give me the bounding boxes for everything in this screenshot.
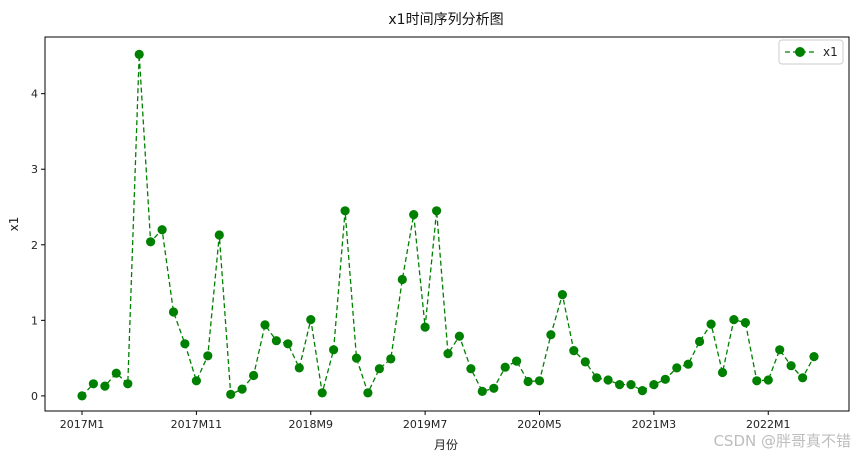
x-tick-label: 2018M9 bbox=[289, 418, 333, 431]
data-point bbox=[168, 307, 179, 317]
data-point bbox=[511, 356, 522, 366]
legend-marker-swatch bbox=[795, 47, 805, 57]
data-point bbox=[615, 380, 625, 390]
data-point bbox=[271, 336, 281, 346]
chart-title: x1时间序列分析图 bbox=[388, 12, 503, 28]
data-point bbox=[340, 206, 350, 216]
data-point bbox=[157, 225, 167, 235]
x-tick-label: 2019M7 bbox=[403, 418, 447, 431]
data-point bbox=[100, 381, 110, 391]
x-tick-label: 2020M5 bbox=[517, 418, 561, 431]
data-point bbox=[534, 376, 545, 386]
data-point bbox=[249, 370, 259, 381]
data-point bbox=[660, 374, 670, 384]
data-point bbox=[500, 362, 510, 372]
data-point bbox=[580, 357, 590, 367]
watermark: CSDN @胖哥真不错 bbox=[713, 432, 851, 450]
data-point bbox=[180, 339, 190, 349]
data-point bbox=[557, 290, 568, 300]
data-point bbox=[695, 336, 705, 347]
data-point bbox=[477, 386, 487, 396]
data-point bbox=[466, 364, 476, 374]
data-point bbox=[374, 364, 384, 374]
data-point bbox=[111, 368, 121, 378]
data-point bbox=[489, 383, 499, 393]
data-point bbox=[626, 380, 636, 390]
y-tick-label: 4 bbox=[31, 88, 38, 101]
data-point bbox=[592, 373, 602, 383]
data-point bbox=[717, 367, 728, 378]
legend-label-x1: x1 bbox=[823, 45, 838, 59]
data-point bbox=[569, 346, 579, 356]
data-point bbox=[546, 330, 556, 340]
data-point bbox=[763, 375, 773, 385]
data-point bbox=[77, 391, 87, 401]
series-points-x1 bbox=[77, 49, 819, 401]
data-point bbox=[432, 206, 442, 216]
data-point bbox=[752, 376, 762, 386]
data-point bbox=[637, 386, 648, 396]
data-point bbox=[363, 388, 373, 398]
x-axis-title: 月份 bbox=[434, 438, 458, 452]
y-tick-label: 0 bbox=[31, 390, 38, 403]
data-point bbox=[397, 274, 407, 285]
data-point bbox=[409, 210, 419, 220]
x-tick-label: 2022M1 bbox=[746, 418, 790, 431]
data-point bbox=[798, 373, 808, 383]
data-point bbox=[191, 376, 201, 386]
data-point bbox=[786, 361, 796, 371]
data-point bbox=[740, 318, 751, 328]
x-axis: 2017M1 2017M11 2018M9 2019M7 2020M5 2021M3 202… bbox=[60, 411, 790, 431]
x-tick-label: 2017M1 bbox=[60, 418, 104, 431]
data-point bbox=[306, 315, 316, 325]
y-tick-label: 2 bbox=[31, 239, 38, 252]
data-point bbox=[603, 375, 613, 385]
y-tick-label: 3 bbox=[31, 163, 38, 176]
x-tick-label: 2017M11 bbox=[171, 418, 222, 431]
data-point bbox=[88, 379, 98, 389]
data-point bbox=[123, 379, 133, 389]
data-point bbox=[283, 339, 293, 349]
data-point bbox=[729, 315, 739, 325]
data-point bbox=[203, 351, 213, 361]
legend: x1 bbox=[778, 39, 844, 65]
x-tick-label: 2021M3 bbox=[632, 418, 676, 431]
data-point bbox=[775, 345, 785, 355]
data-point bbox=[134, 49, 144, 60]
series-line-x1 bbox=[81, 54, 815, 397]
data-point bbox=[706, 319, 716, 329]
data-point bbox=[226, 389, 236, 399]
data-point bbox=[386, 354, 396, 364]
data-point bbox=[443, 349, 453, 359]
y-tick-label: 1 bbox=[31, 314, 38, 327]
data-point bbox=[649, 380, 659, 390]
data-point bbox=[294, 363, 304, 373]
data-point bbox=[523, 376, 533, 387]
data-point bbox=[683, 359, 693, 369]
data-point bbox=[146, 237, 156, 247]
data-point bbox=[454, 331, 464, 341]
y-axis-title: x1 bbox=[7, 217, 21, 232]
data-point bbox=[237, 384, 247, 394]
data-point bbox=[672, 363, 682, 373]
data-point bbox=[809, 352, 819, 362]
data-point bbox=[317, 388, 327, 398]
data-point bbox=[260, 320, 270, 330]
y-axis: 0 1 2 3 4 bbox=[31, 88, 45, 403]
data-point bbox=[214, 230, 224, 240]
data-point bbox=[351, 353, 362, 363]
data-point bbox=[420, 322, 430, 332]
data-point bbox=[329, 345, 339, 355]
